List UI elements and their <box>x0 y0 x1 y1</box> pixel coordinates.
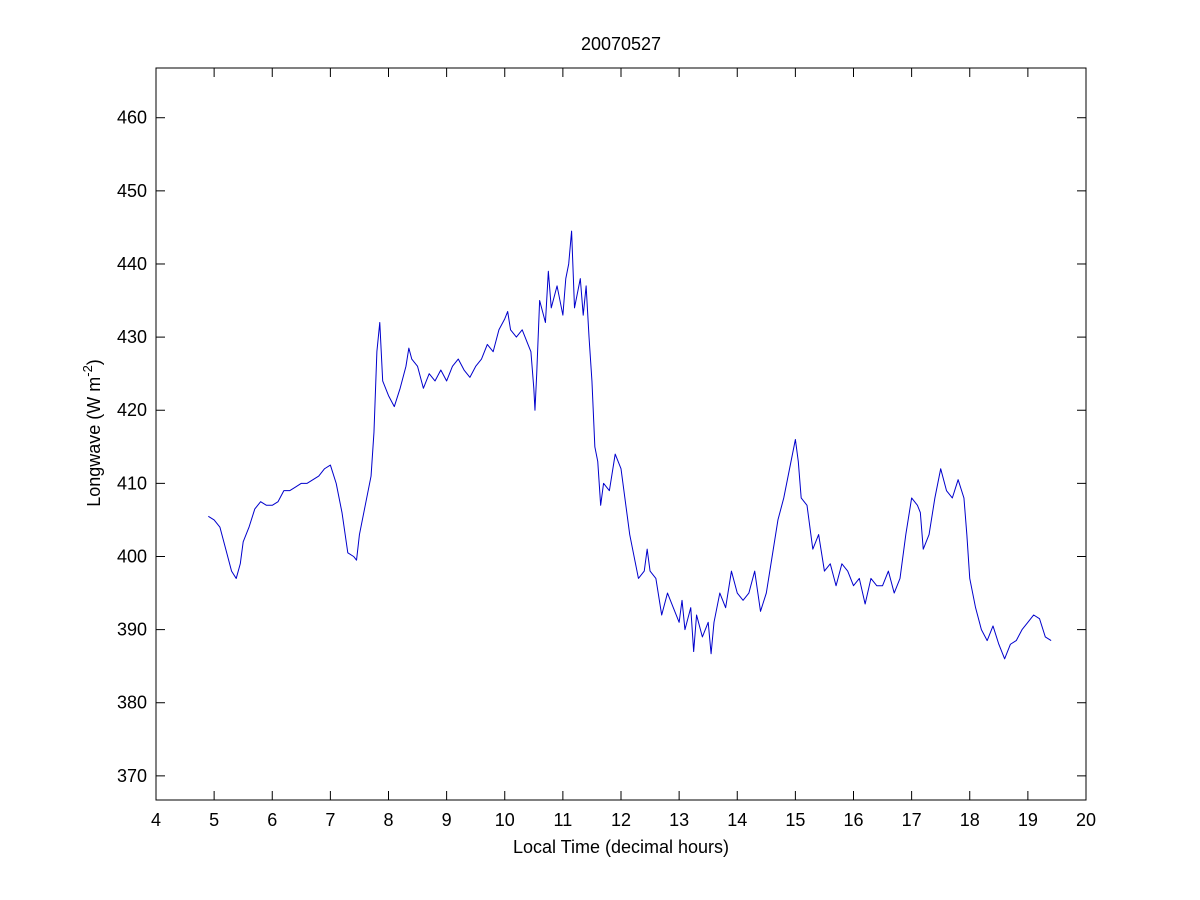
y-axis-label-end: ) <box>84 359 104 365</box>
y-tick-label: 420 <box>117 400 147 420</box>
y-axis-label-sup: -2 <box>80 365 95 377</box>
y-tick-label: 430 <box>117 327 147 347</box>
x-tick-label: 9 <box>442 810 452 830</box>
x-tick-label: 7 <box>325 810 335 830</box>
x-axis-label: Local Time (decimal hours) <box>513 837 729 857</box>
x-tick-label: 4 <box>151 810 161 830</box>
x-tick-label: 18 <box>960 810 980 830</box>
y-tick-label: 460 <box>117 108 147 128</box>
chart-title: 20070527 <box>581 34 661 54</box>
x-tick-label: 14 <box>727 810 747 830</box>
y-axis-label: Longwave (W m-2) <box>80 359 104 507</box>
x-tick-label: 15 <box>785 810 805 830</box>
x-tick-label: 5 <box>209 810 219 830</box>
x-tick-label: 20 <box>1076 810 1096 830</box>
y-tick-label: 440 <box>117 254 147 274</box>
x-tick-label: 10 <box>495 810 515 830</box>
x-tick-label: 6 <box>267 810 277 830</box>
x-tick-label: 19 <box>1018 810 1038 830</box>
x-tick-label: 16 <box>843 810 863 830</box>
x-tick-label: 8 <box>383 810 393 830</box>
x-tick-label: 12 <box>611 810 631 830</box>
y-tick-label: 380 <box>117 693 147 713</box>
data-line <box>208 230 1052 660</box>
x-tick-label: 11 <box>554 810 573 830</box>
x-tick-label: 17 <box>902 810 922 830</box>
y-axis-label-main: Longwave (W m <box>84 377 104 507</box>
y-tick-label: 370 <box>117 766 147 786</box>
x-tick-label: 13 <box>669 810 689 830</box>
y-tick-label: 450 <box>117 181 147 201</box>
y-tick-label: 410 <box>117 473 147 493</box>
y-tick-label: 390 <box>117 620 147 640</box>
y-tick-label: 400 <box>117 546 147 566</box>
